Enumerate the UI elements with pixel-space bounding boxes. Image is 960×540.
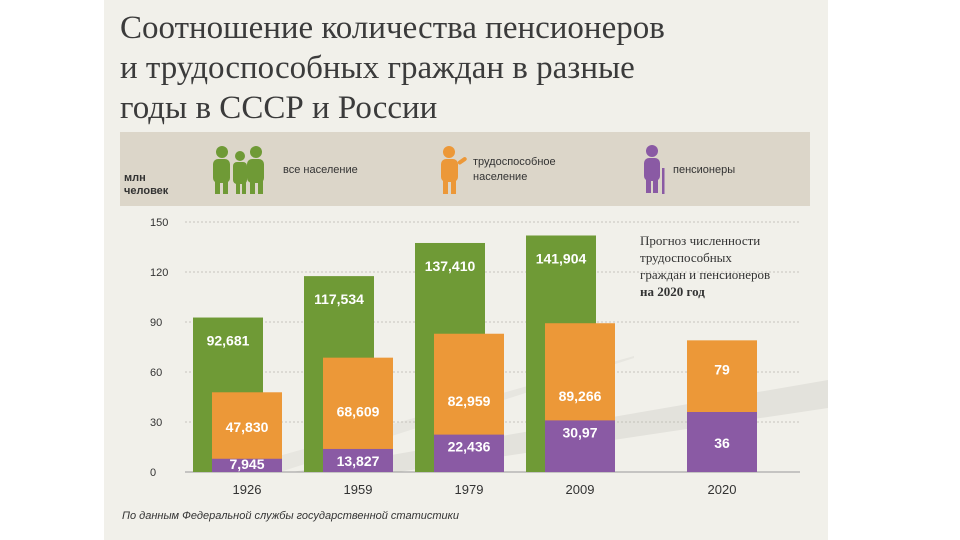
data-label-working-age: 68,609: [337, 404, 380, 420]
bar-working-age: [212, 392, 282, 472]
data-label-pensioners: 30,97: [562, 424, 597, 440]
worker-icon: [441, 146, 467, 194]
legend-item-total: все население: [283, 163, 358, 178]
x-tick-label: 2020: [708, 482, 737, 497]
x-tick-label: 1959: [344, 482, 373, 497]
legend-label: трудоспособное: [473, 156, 556, 168]
title-line: годы в СССР и России: [120, 90, 438, 126]
data-label-working-age: 47,830: [226, 419, 269, 435]
data-label-pensioners: 7,945: [229, 456, 264, 472]
family-icon: [213, 146, 264, 194]
chart-title: Соотношение количества пенсионеров и тру…: [120, 8, 820, 128]
bar-pensioners: [212, 458, 282, 472]
title-line: Соотношение количества пенсионеров: [120, 10, 665, 46]
data-label-working-age: 79: [714, 361, 730, 377]
x-tick-label: 2009: [566, 482, 595, 497]
legend-label: население: [473, 171, 528, 183]
bar-pensioners: [545, 420, 615, 472]
data-label-working-age: 89,266: [559, 388, 602, 404]
bar-pensioners: [323, 448, 393, 472]
y-tick-label: 60: [150, 367, 162, 379]
legend-item-pensioners: пенсионеры: [673, 163, 735, 178]
data-label-pensioners: 36: [714, 435, 730, 451]
bar-pensioners-forecast: [687, 412, 757, 472]
legend-label: пенсионеры: [673, 164, 736, 176]
unit-line: млн: [124, 172, 146, 184]
legend-item-working-age: трудоспособное население: [473, 155, 556, 185]
data-label-pensioners: 13,827: [337, 453, 380, 469]
data-label-total: 117,534: [314, 291, 364, 307]
y-tick-label: 0: [150, 467, 156, 479]
forecast-note-line: Прогноз численности: [640, 233, 761, 248]
x-tick-label: 1926: [233, 482, 262, 497]
y-tick-label: 90: [150, 317, 162, 329]
data-label-pensioners: 22,436: [448, 439, 491, 455]
data-label-total: 141,904: [536, 250, 587, 266]
forecast-note-line: на 2020 год: [640, 284, 705, 299]
x-tick-label: 1979: [455, 482, 484, 497]
data-label-total: 92,681: [207, 333, 250, 349]
data-label-total: 137,410: [425, 258, 476, 274]
elderly-person-icon: [644, 145, 665, 194]
title-line: и трудоспособных граждан в разные: [120, 50, 635, 86]
forecast-note: Прогноз численности трудоспособных гражд…: [640, 232, 810, 300]
source-note: По данным Федеральной службы государстве…: [122, 510, 459, 522]
y-tick-label: 30: [150, 417, 162, 429]
forecast-note-line: трудоспособных: [640, 250, 732, 265]
legend-label: все население: [283, 164, 358, 176]
y-tick-label: 150: [150, 217, 168, 229]
y-axis-unit: млн человек: [124, 172, 184, 198]
forecast-note-line: граждан и пенсионеров: [640, 267, 771, 282]
data-label-working-age: 82,959: [448, 393, 491, 409]
y-tick-label: 120: [150, 267, 168, 279]
bar-pensioners: [434, 434, 504, 472]
unit-line: человек: [124, 185, 169, 197]
